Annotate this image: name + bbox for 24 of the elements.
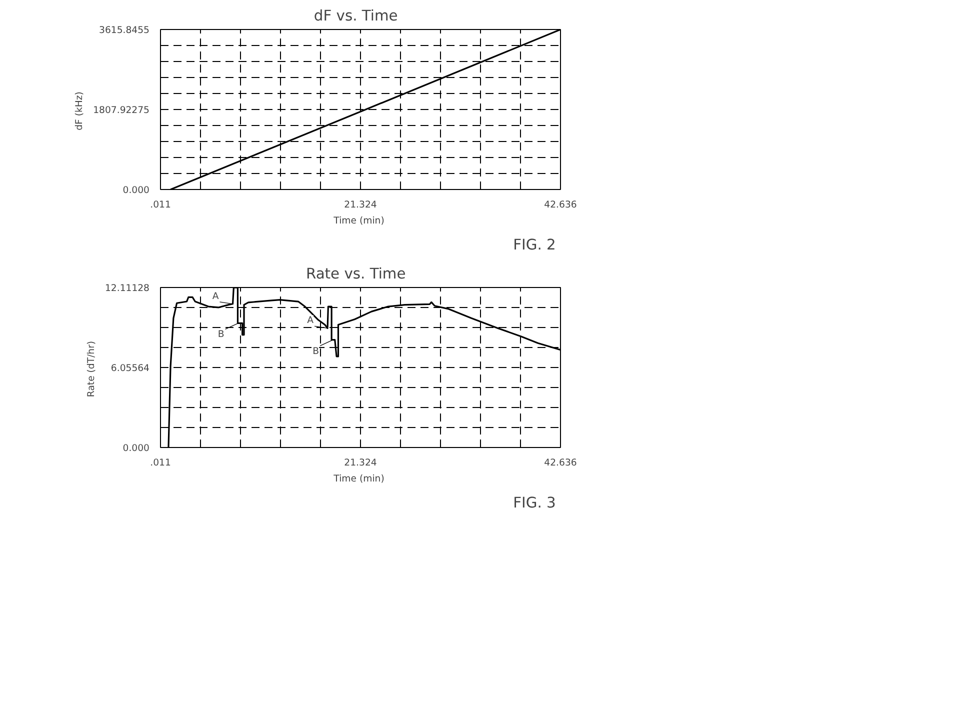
- annotation: A: [212, 290, 220, 302]
- y-axis-title: Rate (dT/hr): [86, 340, 97, 398]
- x-tick-label: .011: [150, 458, 171, 468]
- annotation: B: [218, 329, 224, 340]
- y-tick-label: 6.05564: [110, 363, 150, 374]
- y-tick-label: 1807.92275: [93, 105, 150, 116]
- annotation: B: [312, 346, 320, 357]
- y-axis-title: dF (kHz): [74, 92, 86, 130]
- x-tick-label: 21.324: [344, 458, 377, 468]
- x-tick-label: 42.636: [544, 200, 577, 210]
- caption: FIG. 2: [513, 236, 556, 254]
- chart-title: Rate vs. Time: [306, 266, 406, 282]
- x-axis-title: Time (min): [332, 216, 384, 226]
- caption: FIG. 3: [513, 494, 556, 512]
- x-tick-label: .011: [150, 200, 171, 210]
- x-tick-label: 42.636: [544, 458, 577, 468]
- annotation: A: [307, 315, 314, 326]
- chart-title: dF vs. Time: [314, 8, 398, 24]
- y-tick-label: 0.000: [122, 185, 150, 196]
- x-axis-title: Time (min): [332, 474, 384, 484]
- y-tick-label: 12.11128: [104, 283, 150, 294]
- x-tick-label: 21.324: [344, 200, 377, 210]
- y-tick-label: 0.000: [122, 443, 150, 454]
- y-tick-label: 3615.8455: [99, 25, 150, 36]
